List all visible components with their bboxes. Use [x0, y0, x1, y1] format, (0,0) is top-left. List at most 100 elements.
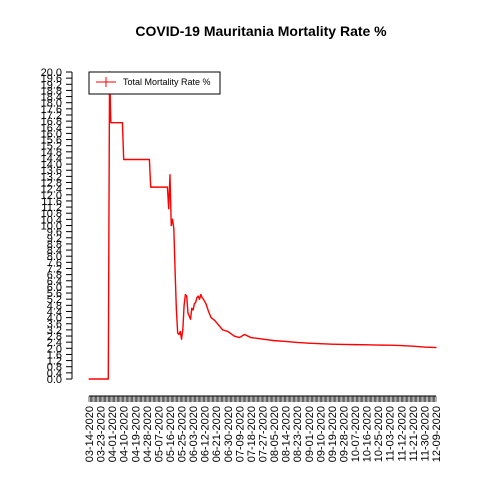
- y-tick-label: 3.2: [47, 325, 62, 337]
- legend: Total Mortality Rate %: [88, 71, 221, 95]
- x-tick-label: 08-23-2020: [292, 406, 304, 462]
- data-point: [179, 330, 181, 333]
- data-point: [174, 270, 176, 273]
- y-tick-label: 12.0: [41, 190, 62, 202]
- x-tick-label: 10-25-2020: [373, 406, 385, 462]
- x-tick-label: 08-05-2020: [269, 406, 281, 462]
- x-tick-label: 05-07-2020: [153, 406, 165, 462]
- data-point: [201, 297, 203, 299]
- x-tick-label: 08-14-2020: [281, 406, 293, 462]
- data-point: [170, 224, 172, 227]
- data-point: [435, 346, 437, 349]
- y-tick-label: 7.2: [47, 263, 62, 275]
- series-line-total-mortality-rate: [89, 71, 437, 380]
- data-point: [191, 307, 193, 309]
- y-tick-label: 6.0: [47, 282, 62, 294]
- y-tick-label: 13.6: [41, 165, 62, 177]
- data-point: [238, 336, 240, 339]
- x-tick-label: 09-19-2020: [327, 406, 339, 462]
- y-tick-label: 11.2: [41, 202, 62, 214]
- data-point: [319, 343, 321, 345]
- y-tick-label: 14.8: [41, 147, 62, 159]
- data-point: [193, 303, 195, 305]
- x-tick-label: 06-12-2020: [200, 406, 212, 462]
- y-tick-label: 16.0: [41, 128, 62, 140]
- data-point: [175, 309, 177, 311]
- y-tick-label: 17.2: [41, 110, 62, 122]
- data-point: [195, 301, 197, 303]
- x-tick-label: 10-16-2020: [362, 406, 374, 462]
- data-point: [285, 340, 287, 342]
- x-tick-label: 11-21-2020: [408, 406, 420, 461]
- y-tick-label: 18.4: [41, 92, 62, 104]
- data-point: [107, 378, 109, 380]
- data-point: [177, 332, 179, 334]
- data-point: [197, 295, 199, 297]
- x-tick-label: 04-10-2020: [119, 406, 131, 462]
- y-tick-label: 14.4: [41, 153, 62, 165]
- y-tick-label: 6.4: [47, 276, 62, 288]
- x-tick-label: 06-03-2020: [188, 406, 200, 462]
- x-tick-label: 04-28-2020: [142, 406, 154, 462]
- y-tick-label: 2.8: [47, 331, 62, 343]
- x-tick-label: 09-28-2020: [338, 406, 350, 462]
- y-tick-label: 15.2: [41, 141, 62, 153]
- y-tick-label: 5.2: [47, 294, 62, 306]
- x-tick-label: 11-12-2020: [396, 406, 408, 461]
- data-point: [168, 208, 170, 210]
- y-tick-label: 10.8: [41, 208, 62, 220]
- data-point: [261, 338, 264, 340]
- y-tick-label: 20.0: [41, 67, 62, 79]
- y-tick-label: 0.8: [47, 362, 62, 374]
- data-point: [210, 317, 212, 319]
- x-tick-label: 09-01-2020: [304, 406, 316, 462]
- data-point: [150, 186, 152, 188]
- y-axis: 0.00.40.81.21.62.02.42.83.23.64.04.44.85…: [41, 67, 73, 386]
- y-tick-label: 12.8: [41, 178, 62, 190]
- data-point: [182, 329, 184, 331]
- data-point: [187, 312, 189, 314]
- y-tick-label: 2.4: [47, 337, 62, 349]
- data-point: [198, 298, 201, 300]
- data-point: [110, 122, 112, 124]
- y-tick-label: 6.8: [47, 270, 62, 282]
- y-tick-label: 18.8: [41, 85, 62, 97]
- data-point: [171, 218, 174, 220]
- y-tick-label: 8.8: [47, 239, 62, 251]
- data-point: [214, 320, 216, 322]
- data-point: [423, 346, 426, 348]
- data-point: [308, 342, 310, 344]
- y-tick-label: 10.4: [41, 214, 62, 226]
- x-tick-label: 11-30-2020: [419, 406, 431, 461]
- y-tick-label: 5.6: [47, 288, 62, 300]
- x-tick-label: 07-18-2020: [246, 406, 258, 462]
- data-point: [354, 344, 356, 346]
- x-tick-label: 09-10-2020: [315, 406, 327, 462]
- y-tick-label: 4.4: [47, 306, 62, 318]
- data-point: [188, 315, 190, 317]
- data-point: [192, 309, 194, 311]
- y-tick-label: 18.0: [41, 98, 62, 110]
- data-point: [233, 335, 235, 337]
- data-point: [243, 333, 246, 336]
- data-point: [178, 333, 180, 336]
- data-point: [412, 345, 414, 347]
- y-tick-label: 0.0: [47, 374, 62, 386]
- data-point: [88, 378, 90, 380]
- y-tick-label: 14.0: [41, 159, 62, 171]
- x-tick-label: 10-07-2020: [350, 406, 362, 462]
- y-tick-label: 9.2: [47, 233, 62, 245]
- y-tick-label: 8.4: [47, 245, 62, 257]
- data-point: [377, 344, 379, 346]
- x-tick-label: 06-21-2020: [211, 406, 223, 462]
- data-point: [196, 297, 198, 299]
- data-point: [189, 318, 192, 320]
- x-tick-label: 07-27-2020: [258, 406, 270, 462]
- y-tick-label: 13.2: [41, 171, 62, 183]
- x-tick-label: 03-23-2020: [96, 406, 108, 462]
- legend-label-total-mortality-rate: Total Mortality Rate %: [123, 77, 211, 87]
- data-point: [148, 158, 151, 161]
- y-tick-label: 1.6: [47, 349, 62, 361]
- data-point: [180, 338, 183, 340]
